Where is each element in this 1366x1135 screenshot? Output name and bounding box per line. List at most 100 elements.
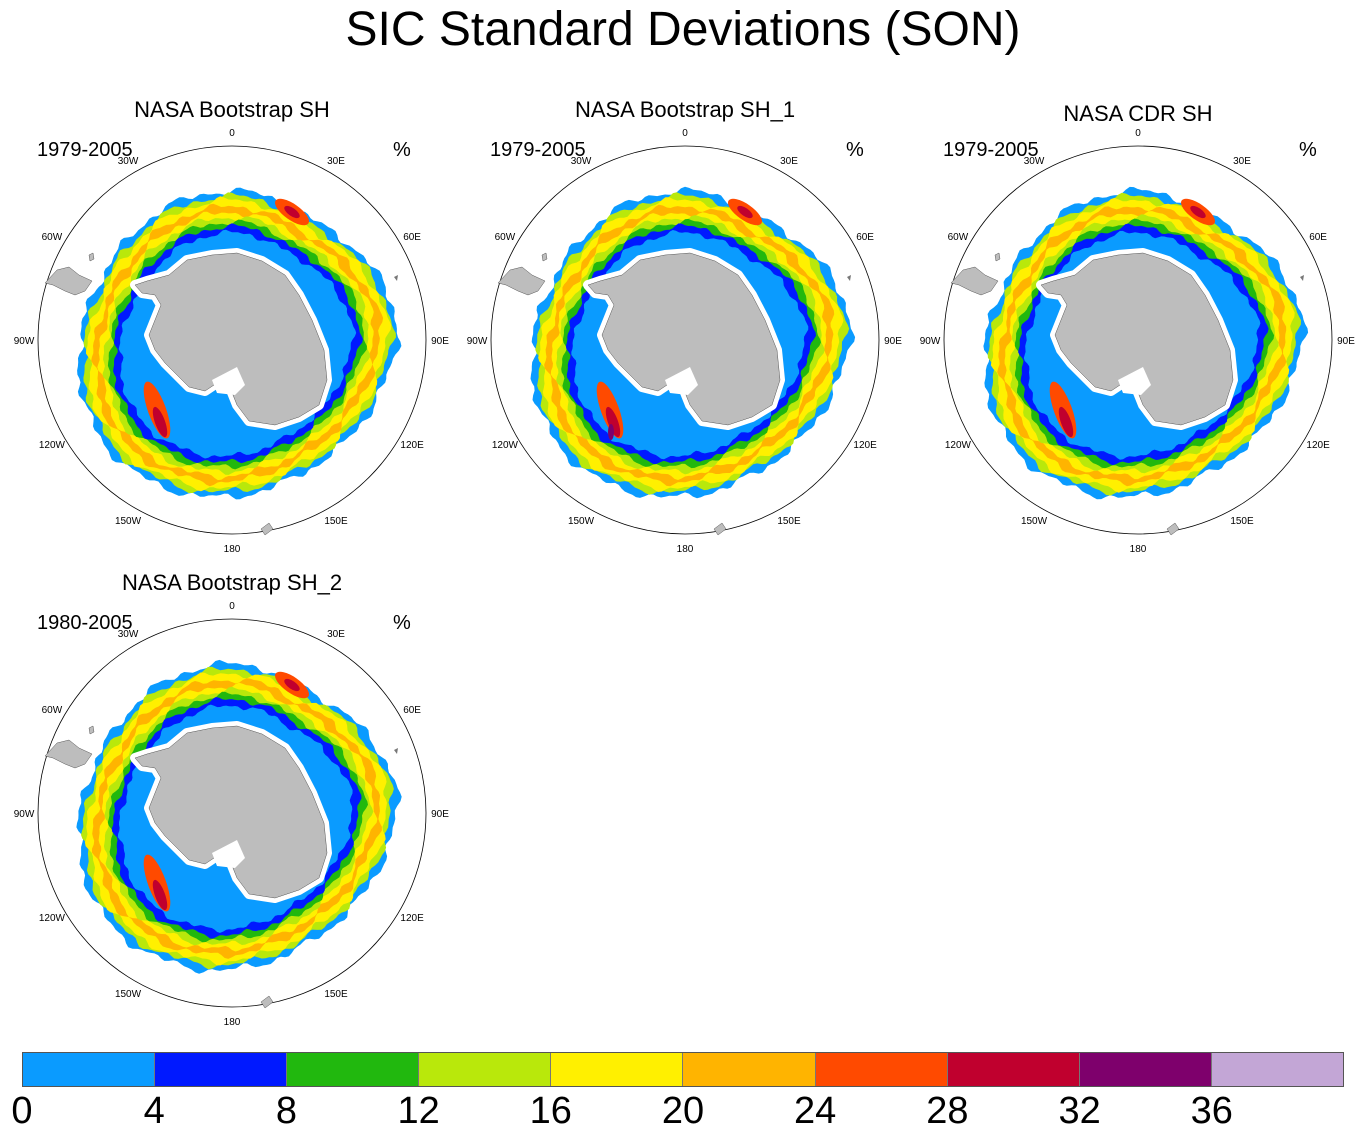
longitude-label: 30W [118, 156, 139, 167]
longitude-label: 90W [14, 336, 35, 347]
longitude-label: 60E [856, 232, 874, 243]
longitude-label: 150W [568, 516, 595, 527]
longitude-label: 90W [14, 809, 35, 820]
island [994, 252, 1001, 262]
panel-title: NASA CDR SH [1063, 101, 1213, 126]
longitude-label: 120W [39, 913, 66, 924]
longitude-label: 150E [324, 516, 348, 527]
period-label: 1979-2005 [943, 139, 1039, 161]
longitude-label: 60W [948, 232, 969, 243]
longitude-label: 120E [853, 440, 877, 451]
period-label: 1979-2005 [490, 139, 586, 161]
map-panel: 0 30E 60E 90E 120E 150E 180 150W 120W 90W 60W 30W N… [920, 95, 1363, 555]
unit-label: % [1299, 139, 1317, 161]
longitude-label: 60E [403, 232, 421, 243]
longitude-label: 30E [780, 156, 798, 167]
longitude-label: 90W [920, 336, 941, 347]
colorbar-swatch [154, 1053, 287, 1086]
longitude-label: 0 [682, 128, 688, 139]
high-variability-area [284, 205, 300, 219]
longitude-label: 90E [431, 336, 449, 347]
longitude-label: 180 [224, 544, 241, 555]
colorbar-tick-label: 12 [397, 1090, 440, 1132]
colorbar-swatch [550, 1053, 683, 1086]
colorbar-swatch [286, 1053, 419, 1086]
high-variability-area [608, 424, 614, 440]
colorbar [22, 1052, 1344, 1087]
longitude-label: 120W [39, 440, 66, 451]
longitude-label: 60E [1309, 232, 1327, 243]
new-zealand-landmass [1166, 522, 1180, 536]
longitude-label: 90E [884, 336, 902, 347]
south-america-landmass [44, 266, 93, 296]
antarctica-landmass [134, 725, 328, 899]
period-label: 1980-2005 [37, 612, 133, 634]
high-variability-area [152, 406, 168, 438]
unit-label: % [393, 139, 411, 161]
colorbar-tick-label: 16 [529, 1090, 572, 1132]
ice-shelf [212, 367, 245, 395]
high-variability-area [152, 879, 168, 911]
island [1300, 275, 1304, 281]
south-america-landmass [44, 739, 93, 769]
new-zealand-landmass [260, 522, 274, 536]
longitude-label: 120E [1306, 440, 1330, 451]
colorbar-tick-label: 32 [1058, 1090, 1101, 1132]
south-america-landmass [497, 266, 546, 296]
longitude-label: 150W [115, 516, 142, 527]
colorbar-swatch [682, 1053, 815, 1086]
colorbar-tick-label: 0 [11, 1090, 33, 1132]
map-panel: 0 30E 60E 90E 120E 150E 180 150W 120W 90W 60W 30W N… [14, 95, 457, 555]
longitude-label: 0 [229, 128, 235, 139]
longitude-label: 150E [324, 989, 348, 1000]
longitude-label: 30W [1024, 156, 1045, 167]
longitude-label: 150E [1230, 516, 1254, 527]
unit-label: % [846, 139, 864, 161]
colorbar-swatch [1210, 1053, 1343, 1086]
colorbar-tick-label: 36 [1190, 1090, 1233, 1132]
longitude-label: 30W [118, 629, 139, 640]
high-variability-area [1058, 406, 1074, 438]
longitude-label: 180 [1130, 544, 1147, 555]
longitude-label: 30E [327, 156, 345, 167]
high-variability-area [284, 678, 300, 692]
longitude-label: 60W [495, 232, 516, 243]
high-variability-area [1190, 205, 1206, 219]
island [394, 748, 398, 754]
panel-title: NASA Bootstrap SH [134, 97, 330, 122]
antarctica-landmass [134, 252, 328, 426]
map-panel: 0 30E 60E 90E 120E 150E 180 150W 120W 90W 60W 30W N… [14, 568, 457, 1028]
colorbar-swatch [23, 1053, 155, 1086]
island [541, 252, 548, 262]
south-america-landmass [950, 266, 999, 296]
longitude-label: 150W [1021, 516, 1048, 527]
antarctica-landmass [587, 252, 781, 426]
polar-map: 0 30E 60E 90E 120E 150E 180 150W 120W 90W 60W 30W [14, 601, 450, 1028]
longitude-label: 150W [115, 989, 142, 1000]
longitude-label: 60E [403, 705, 421, 716]
panel-title: NASA Bootstrap SH_2 [121, 570, 343, 595]
island [88, 725, 95, 735]
colorbar-swatch [814, 1053, 947, 1086]
colorbar-swatch [1078, 1053, 1211, 1086]
ice-shelf [1118, 367, 1151, 395]
polar-map: 0 30E 60E 90E 120E 150E 180 150W 120W 90W 60W 30W [467, 128, 903, 555]
longitude-label: 0 [229, 601, 235, 612]
new-zealand-landmass [713, 522, 727, 536]
colorbar-tick-label: 8 [275, 1090, 297, 1132]
longitude-label: 120E [400, 440, 424, 451]
longitude-label: 30E [1233, 156, 1251, 167]
polar-map: 0 30E 60E 90E 120E 150E 180 150W 120W 90W 60W 30W [920, 128, 1356, 555]
ice-shelf [212, 840, 245, 868]
high-variability-area [605, 406, 621, 438]
longitude-label: 60W [42, 232, 63, 243]
longitude-label: 30E [327, 629, 345, 640]
colorbar-tick-label: 28 [926, 1090, 969, 1132]
longitude-label: 60W [42, 705, 63, 716]
ice-shelf [665, 367, 698, 395]
longitude-label: 180 [224, 1017, 241, 1028]
antarctica-landmass [1040, 252, 1234, 426]
island [88, 252, 95, 262]
colorbar-tick-label: 20 [661, 1090, 705, 1132]
colorbar-swatch [946, 1053, 1079, 1086]
